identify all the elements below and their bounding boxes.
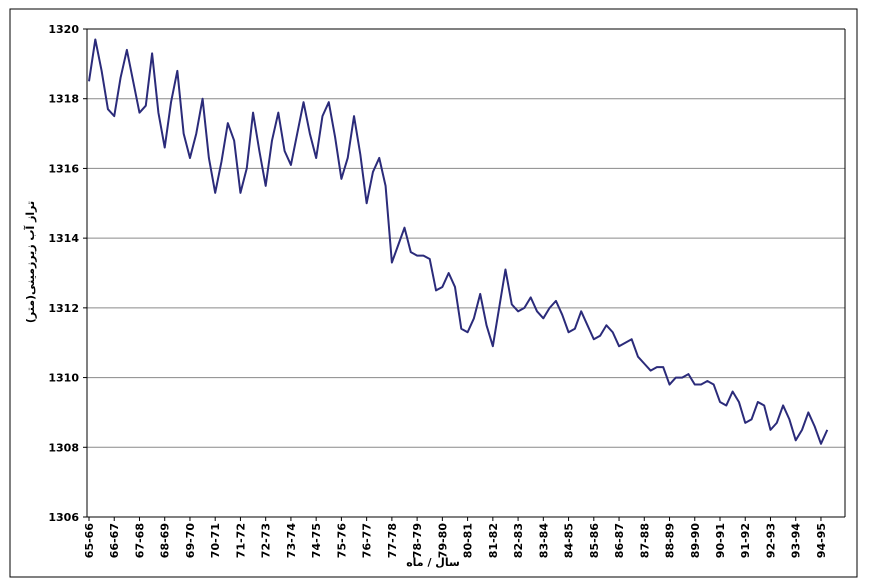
x-tick-label: 81-82 [487, 523, 500, 558]
x-tick-label: 78-79 [411, 523, 424, 558]
x-tick-label: 79-80 [436, 523, 449, 559]
x-tick-label: 69-70 [184, 523, 197, 559]
x-tick-label: 70-71 [209, 523, 222, 558]
y-tick-label: 1318 [48, 93, 79, 106]
y-tick-label: 1306 [48, 511, 79, 524]
x-tick-label: 83-84 [537, 523, 550, 559]
x-tick-label: 72-73 [260, 523, 273, 558]
x-tick-label: 90-91 [714, 523, 727, 558]
y-tick-label: 1316 [48, 162, 79, 175]
x-tick-label: 77-78 [386, 523, 399, 558]
x-tick-label: 82-83 [512, 523, 525, 558]
x-tick-label: 87-88 [638, 523, 651, 558]
x-tick-label: 67-68 [133, 523, 146, 558]
x-tick-label: 75-76 [335, 523, 348, 559]
x-tick-label: 74-75 [310, 523, 323, 558]
x-tick-label: 76-77 [361, 523, 374, 558]
x-tick-label: 65-66 [83, 523, 96, 559]
x-tick-label: 71-72 [234, 523, 247, 558]
x-tick-label: 80-81 [462, 523, 475, 558]
x-tick-label: 88-89 [664, 523, 677, 558]
y-tick-label: 1308 [48, 441, 79, 454]
x-tick-label: 92-93 [764, 523, 777, 558]
x-tick-label: 85-86 [588, 523, 601, 559]
x-tick-label: 91-92 [739, 523, 752, 558]
y-axis-label: تراز آب زیرزمینی(متر) [23, 201, 37, 323]
chart-frame [9, 8, 858, 578]
y-tick-label: 1312 [48, 302, 79, 315]
x-tick-label: 89-90 [689, 523, 702, 559]
data-line [88, 38, 829, 445]
y-tick-label: 1320 [48, 23, 79, 36]
x-tick-label: 66-67 [108, 523, 121, 558]
y-tick-label: 1310 [48, 372, 79, 385]
x-axis-label: سال / ماه [406, 556, 460, 569]
x-tick-label: 94-95 [815, 523, 828, 558]
x-tick-label: 93-94 [790, 523, 803, 559]
x-tick-label: 73-74 [285, 523, 298, 559]
x-tick-label: 68-69 [159, 523, 172, 558]
y-tick-label: 1314 [48, 232, 79, 245]
x-tick-label: 86-87 [613, 523, 626, 558]
x-tick-label: 84-85 [563, 523, 576, 558]
